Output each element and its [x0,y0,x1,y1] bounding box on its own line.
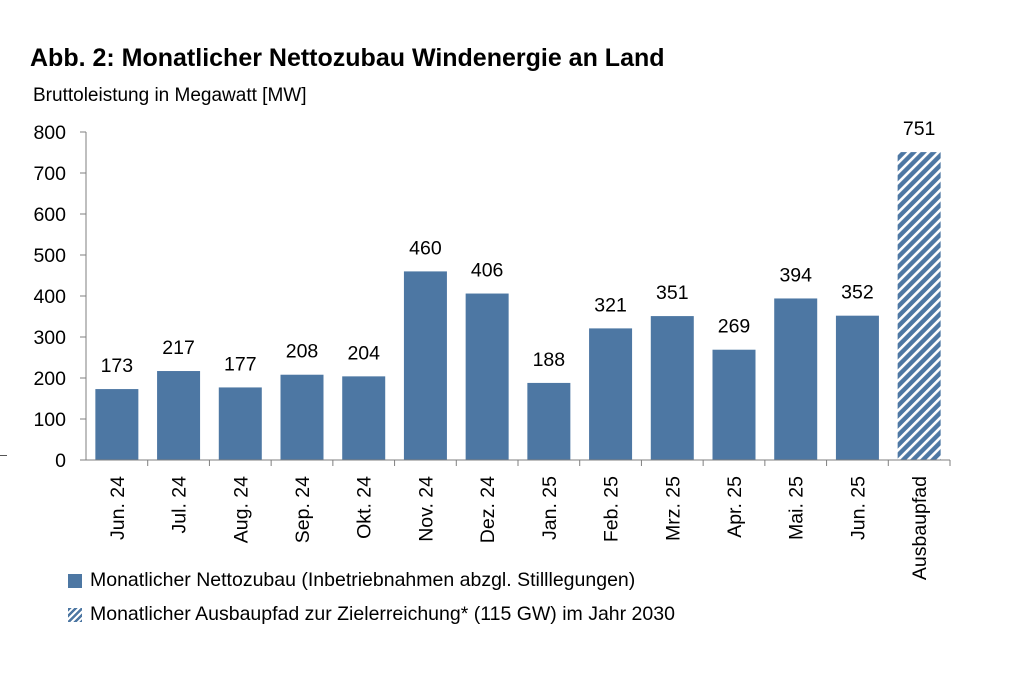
x-tick-label: Sep. 24 [292,476,314,543]
x-tick-label: Jun. 25 [847,476,869,540]
bar [403,271,447,460]
bar [465,293,509,460]
bar [650,316,694,460]
y-tick-label: 0 [55,450,66,472]
y-tick-label: 100 [33,409,66,431]
chart-title: Abb. 2: Monatlicher Nettozubau Windenerg… [30,44,665,72]
bar-value-label: 751 [903,118,936,140]
bar [712,349,756,460]
x-tick-label: Aug. 24 [230,476,252,543]
bar-value-label: 352 [841,282,874,304]
x-tick-label: Apr. 25 [724,476,746,538]
x-tick-label: Jun. 24 [107,476,129,540]
bar [95,389,139,460]
bar [157,371,201,460]
bar-value-label: 321 [594,294,627,316]
x-tick-label: Feb. 25 [601,476,623,542]
legend-item-expansion-path: Monatlicher Ausbaupfad zur Zielerreichun… [68,603,675,626]
x-tick-label: Okt. 24 [354,476,376,539]
y-tick-label: 500 [33,245,66,267]
bar [589,328,633,460]
bar-value-label: 394 [779,264,812,286]
bar-value-label: 188 [533,349,566,371]
legend-item-monthly-net: Monatlicher Nettozubau (Inbetriebnahmen … [68,569,635,592]
y-tick-label: 200 [33,368,66,390]
bar-value-label: 269 [718,316,751,338]
chart-subtitle: Bruttoleistung in Megawatt [MW] [33,85,307,106]
bar-value-label: 406 [471,260,504,282]
bar-value-label: 351 [656,282,689,304]
x-tick-label: Ausbaupfad [909,476,931,580]
bar [342,376,386,460]
y-tick-label: 300 [33,327,66,349]
x-tick-label: Jan. 25 [539,476,561,540]
legend-swatch-solid [68,573,82,588]
y-axis: 0 100 200 300 400 500 600 700 800 [33,122,87,472]
x-tick-label: Jul. 24 [169,476,191,534]
y-tick-label: 800 [33,122,66,144]
y-tick-label: 600 [33,204,66,226]
bar [280,374,324,460]
bar [774,298,818,460]
bar-value-label: 217 [162,337,195,359]
legend-swatch-hatched [68,607,82,622]
bar-value-label: 177 [224,353,257,375]
legend-label-expansion-path: Monatlicher Ausbaupfad zur Zielerreichun… [90,603,675,625]
bar-value-label: 173 [101,355,134,377]
bar-value-label: 460 [409,237,442,259]
legend-label-monthly-net: Monatlicher Nettozubau (Inbetriebnahmen … [90,569,636,591]
bars: 173 217 177 208 204 460 406 188 321 351 269 394 352 7… [95,118,941,460]
x-axis: Jun. 24 Jul. 24 Aug. 24 Sep. 24 Okt. 24 Nov. … [86,459,951,580]
x-tick-label: Nov. 24 [415,476,437,542]
x-tick-label: Dez. 24 [477,476,499,543]
x-tick-label: Mrz. 25 [662,476,684,541]
bar-value-label: 208 [286,341,319,363]
margin-tick-mark [0,455,7,456]
y-tick-label: 400 [33,286,66,308]
bar [218,387,262,460]
bar-ausbaupfad [897,152,941,460]
y-tick-label: 700 [33,163,66,185]
bar [527,382,571,460]
bar [835,315,879,460]
bar-value-label: 204 [347,342,380,364]
x-tick-label: Mai. 25 [786,476,808,540]
